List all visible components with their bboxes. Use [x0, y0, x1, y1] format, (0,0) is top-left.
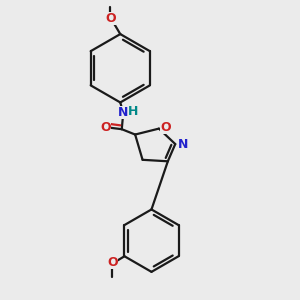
Text: O: O	[100, 121, 111, 134]
Text: H: H	[128, 105, 138, 118]
Text: N: N	[118, 106, 128, 119]
Text: O: O	[160, 121, 171, 134]
Text: O: O	[108, 256, 119, 269]
Text: O: O	[105, 11, 116, 25]
Text: N: N	[178, 138, 188, 151]
